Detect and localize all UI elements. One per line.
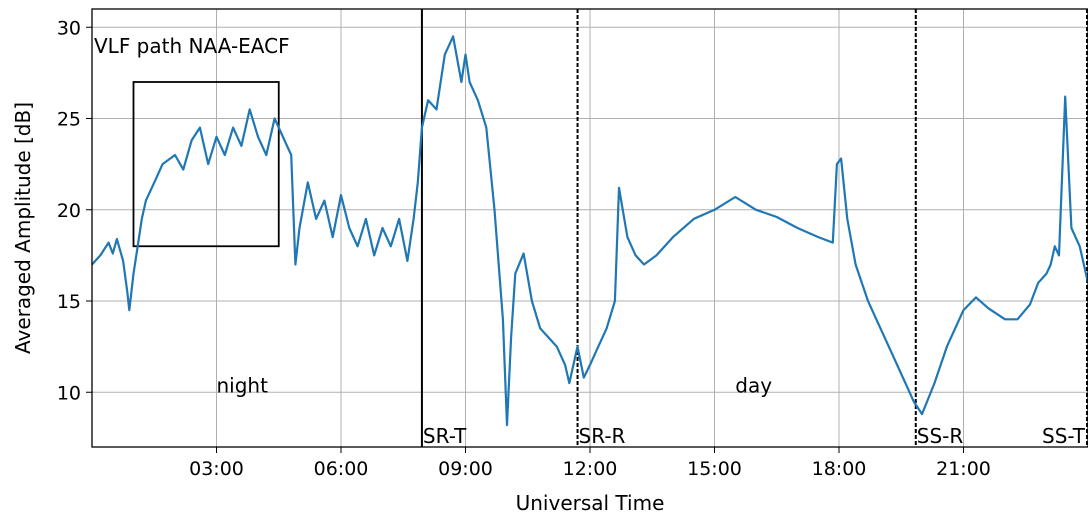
y-axis-title: Averaged Amplitude [dB] (11, 102, 35, 354)
series-layer (91, 35, 1088, 427)
x-tick-label: 21:00 (936, 458, 991, 480)
series-line-0 (91, 35, 1088, 427)
y-tick-label: 30 (57, 17, 81, 39)
night-window-box (132, 81, 280, 248)
event-label-ss-t: SS-T (1042, 424, 1086, 448)
x-axis-ticks: 03:00 06:00 09:00 12:00 15:00 18:00 21:00 (189, 447, 991, 480)
y-axis-ticks: 10 15 20 25 30 (57, 17, 92, 404)
chart-annotation-0: VLF path NAA-EACF (94, 34, 290, 58)
x-tick-label: 03:00 (189, 458, 244, 480)
chart-annotation-1: night (217, 373, 269, 397)
x-tick-label: 09:00 (438, 458, 493, 480)
x-tick-label: 06:00 (314, 458, 369, 480)
chart-annotation-2: day (735, 373, 772, 397)
y-tick-label: 20 (57, 200, 81, 222)
x-axis-title: Universal Time (516, 491, 665, 515)
y-tick-label: 25 (57, 109, 81, 131)
y-tick-label: 10 (57, 382, 81, 404)
x-tick-label: 12:00 (563, 458, 618, 480)
annotation-layer: VLF path NAA-EACF night day (94, 34, 772, 397)
x-tick-label: 18:00 (812, 458, 867, 480)
event-label-ss-r: SS-R (917, 424, 964, 448)
event-lines: SR-T SR-R SS-R SS-T (420, 9, 1088, 448)
x-tick-label: 15:00 (687, 458, 742, 480)
event-label-sr-t: SR-T (423, 424, 467, 448)
box-annotation (132, 81, 280, 248)
grid-lines (92, 9, 1088, 447)
event-label-sr-r: SR-R (579, 424, 626, 448)
y-tick-label: 15 (57, 291, 81, 313)
